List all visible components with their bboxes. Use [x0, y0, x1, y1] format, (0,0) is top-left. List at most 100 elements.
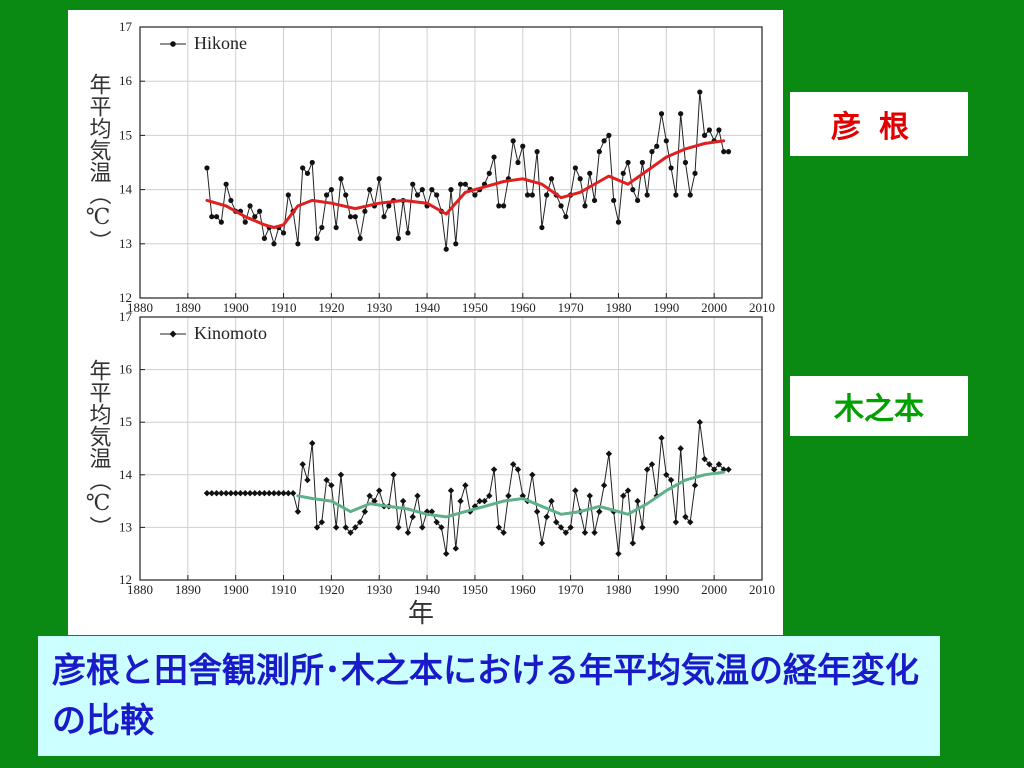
data-point — [582, 203, 588, 209]
series-line-hikone — [206, 91, 729, 250]
data-point — [596, 508, 603, 515]
data-point — [457, 181, 464, 187]
x-tick-label: 1920 — [318, 300, 344, 315]
data-point — [520, 143, 526, 149]
data-point — [338, 176, 344, 182]
data-point — [586, 492, 593, 500]
data-point — [381, 214, 387, 220]
data-point — [227, 490, 235, 497]
data-point — [208, 490, 215, 497]
data-point — [452, 545, 459, 552]
data-point — [672, 518, 680, 526]
x-tick-label: 1890 — [175, 300, 201, 315]
data-point — [557, 524, 565, 531]
data-point — [433, 518, 440, 526]
data-point — [678, 111, 684, 117]
data-point — [611, 197, 617, 204]
data-point — [696, 419, 703, 426]
data-point — [285, 192, 291, 198]
data-point — [687, 518, 694, 526]
data-point — [319, 224, 325, 231]
data-point — [548, 497, 555, 505]
data-point — [515, 159, 521, 166]
data-point — [347, 214, 354, 220]
data-point — [587, 170, 593, 176]
data-point — [309, 159, 315, 166]
data-point — [591, 529, 598, 536]
data-point — [203, 490, 211, 497]
data-point — [639, 159, 645, 166]
data-point — [275, 490, 282, 497]
caption-text: 彦根と田舎観測所･木之本における年平均気温の経年変化の比較 — [52, 651, 919, 741]
data-point — [538, 539, 546, 547]
data-point — [539, 224, 545, 231]
data-point — [376, 176, 382, 182]
y-tick-label: 17 — [119, 19, 133, 34]
data-point — [376, 487, 383, 494]
data-point — [280, 490, 287, 497]
kinomoto-label-box: 木之本 — [790, 376, 968, 436]
data-point — [304, 170, 311, 176]
data-point — [280, 230, 287, 236]
data-point — [443, 246, 449, 252]
x-tick-label: 1940 — [414, 582, 440, 597]
y-tick-label: 14 — [119, 467, 133, 482]
x-axis-label: 年 — [408, 599, 434, 629]
x-tick-label: 1890 — [175, 582, 201, 597]
legend-label: Hikone — [194, 33, 247, 53]
data-point — [309, 440, 316, 447]
x-tick-label: 1940 — [414, 300, 440, 315]
data-point — [663, 471, 670, 478]
data-point — [443, 550, 450, 557]
data-point — [634, 497, 641, 505]
chart-panel: 1880 1890 1900 1910 1920 1930 1940 1950 1960 1970… — [68, 10, 783, 635]
data-point — [716, 127, 722, 133]
data-point — [572, 165, 578, 171]
data-point — [496, 203, 502, 209]
data-point — [663, 138, 669, 144]
x-tick-label: 2000 — [701, 582, 727, 597]
data-point — [544, 192, 550, 198]
x-tick-label: 1990 — [653, 582, 679, 597]
data-point — [491, 154, 497, 160]
data-point — [668, 165, 674, 171]
data-point — [232, 490, 239, 497]
data-point — [605, 450, 613, 457]
data-point — [399, 497, 407, 505]
chart-1: 1880 1890 1900 1910 1920 1930 1940 1950 1960 1970… — [86, 19, 776, 315]
data-point — [514, 466, 522, 473]
data-point — [252, 214, 258, 220]
x-tick-label: 1910 — [271, 300, 297, 315]
data-point — [706, 127, 712, 133]
data-point — [548, 176, 555, 182]
x-tick-label: 1980 — [605, 300, 631, 315]
data-point — [447, 487, 455, 494]
data-point — [390, 471, 397, 478]
data-point — [658, 434, 665, 442]
data-point — [553, 518, 560, 526]
data-point — [715, 461, 723, 468]
data-point — [505, 492, 512, 500]
data-point — [654, 143, 660, 149]
data-point — [213, 214, 220, 220]
data-point — [701, 455, 708, 463]
data-point — [271, 241, 277, 247]
data-point — [639, 524, 646, 531]
data-point — [438, 524, 445, 531]
data-point — [237, 490, 244, 497]
data-point — [362, 208, 368, 214]
data-point — [534, 149, 540, 155]
data-point — [581, 529, 589, 536]
hikone-label: 彦根 — [831, 110, 927, 145]
data-point — [223, 181, 229, 187]
data-point — [213, 490, 220, 497]
data-point — [543, 513, 550, 521]
data-point — [270, 490, 278, 497]
data-point — [596, 149, 602, 155]
x-tick-label: 1880 — [127, 300, 153, 315]
data-point — [209, 214, 215, 220]
data-point — [261, 235, 267, 241]
data-point — [356, 518, 364, 526]
x-tick-label: 2000 — [701, 300, 727, 315]
data-point — [251, 490, 259, 497]
